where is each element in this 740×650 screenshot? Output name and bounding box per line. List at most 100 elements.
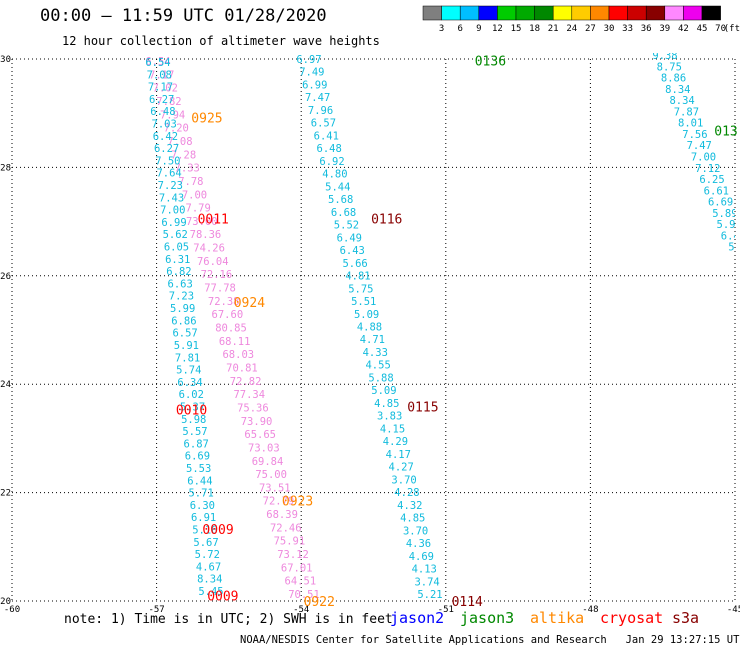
track-west-cyan: 6.547.087.176.276.487.036.426.277.507.64… xyxy=(145,57,223,598)
pass-time-label: 0136 xyxy=(475,55,506,70)
wave-height-value: 8.75 xyxy=(657,61,682,73)
track-pink: 6.547.177.027.827.947.207.087.287.337.78… xyxy=(145,56,319,601)
wave-height-value: 5.75 xyxy=(348,283,373,295)
wave-height-value: 6.47 xyxy=(721,230,740,242)
wave-height-value: 6.99 xyxy=(302,79,327,91)
wave-height-value: 3.70 xyxy=(391,474,416,486)
colorbar-label: 42 xyxy=(678,24,689,34)
colorbar-label: 21 xyxy=(548,24,559,34)
wave-height-value: 5.52 xyxy=(334,220,359,232)
wave-height-value: 72.38 xyxy=(208,296,240,308)
wave-height-value: 4.67 xyxy=(196,561,221,573)
colorbar-label: 24 xyxy=(566,24,577,34)
wave-height-value: 6.97 xyxy=(296,54,321,66)
wave-height-value: 6.61 xyxy=(704,185,729,197)
wave-height-value: 7.17 xyxy=(148,82,173,94)
wave-height-value: 5.57 xyxy=(182,426,207,438)
wave-height-value: 6.43 xyxy=(340,245,365,257)
pass-time-label: 0116 xyxy=(371,212,402,227)
wave-height-value: 7.79 xyxy=(186,203,211,215)
wave-height-value: 4.28 xyxy=(394,487,419,499)
pass-time-label: 0923 xyxy=(282,495,313,510)
wave-height-value: 6.30 xyxy=(190,500,215,512)
lat-tick-label: 24 xyxy=(0,380,11,390)
wave-height-value: 77.78 xyxy=(204,283,236,295)
wave-height-value: 4.33 xyxy=(363,347,388,359)
wave-height-value: 4.27 xyxy=(389,462,414,474)
wave-height-value: 6.49 xyxy=(337,232,362,244)
wave-height-value: 6.42 xyxy=(153,131,178,143)
wave-height-value: 70.51 xyxy=(288,589,320,601)
pass-time-label: 0922 xyxy=(304,595,335,610)
wave-height-value: 6.25 xyxy=(699,174,724,186)
wave-height-value: 77.34 xyxy=(233,389,265,401)
wave-height-value: 5.44 xyxy=(325,181,350,193)
wave-height-value: 72.46 xyxy=(270,522,302,534)
wave-height-value: 73.03 xyxy=(248,442,280,454)
lat-tick-label: 30 xyxy=(0,55,11,65)
wave-height-value: 75.36 xyxy=(237,402,269,414)
wave-height-value: 6.82 xyxy=(166,266,191,278)
wave-height-value: 7.64 xyxy=(156,168,181,180)
wave-height-value: 6.31 xyxy=(165,254,190,266)
wave-height-value: 5.16 xyxy=(192,524,217,536)
pass-time-label: 0115 xyxy=(407,400,438,415)
wave-height-value: 5.68 xyxy=(328,194,353,206)
wave-height-value: 7.00 xyxy=(160,205,185,217)
footer-note: note: 1) Time is in UTC; 2) SWH is in fe… xyxy=(64,612,393,627)
wave-height-value: 5.94 xyxy=(717,219,740,231)
wave-height-value: 6.57 xyxy=(311,118,336,130)
wave-height-value: 4.80 xyxy=(322,169,347,181)
wave-height-value: 7.20 xyxy=(164,123,189,135)
wave-height-value: 4.88 xyxy=(357,322,382,334)
wave-height-value: 7.28 xyxy=(171,149,196,161)
pass-time-labels: 0136 013 0925 0011 0116 0924 0010 0115 0923 0009 0… xyxy=(176,55,738,610)
wave-height-value: 72.82 xyxy=(230,376,262,388)
wave-height-value: 4.13 xyxy=(412,564,437,576)
wave-height-value: 4.69 xyxy=(409,551,434,563)
track-east-cyan: 9.388.758.868.348.347.878.017.567.477.00… xyxy=(652,53,740,254)
wave-height-value: 5.66 xyxy=(342,258,367,270)
track-mid-cyan: 6.977.496.997.477.966.576.416.486.924.80… xyxy=(296,54,442,601)
pass-time-label: 0009 xyxy=(202,523,233,538)
wave-height-value: 5.88 xyxy=(368,372,393,384)
wave-height-value: 78.36 xyxy=(190,229,222,241)
colorbar-label: 39 xyxy=(659,24,670,34)
wave-height-value: 7.02 xyxy=(153,83,178,95)
lon-tick-label: -60 xyxy=(4,605,20,615)
legend-entry-s3a: s3a xyxy=(672,609,700,627)
colorbar-label: 45 xyxy=(697,24,708,34)
wave-height-value: 6.99 xyxy=(161,217,186,229)
pass-time-label: 0010 xyxy=(176,404,207,419)
wave-height-value: 7.47 xyxy=(305,92,330,104)
wave-height-value: 6.54 xyxy=(145,56,170,68)
wave-height-value: 4.55 xyxy=(365,360,390,372)
wave-height-value: 6.48 xyxy=(150,106,175,118)
colorbar-label: 27 xyxy=(585,24,596,34)
wave-height-value: 73.51 xyxy=(259,482,291,494)
map-grid xyxy=(11,58,736,602)
colorbar-label: 6 xyxy=(457,24,462,34)
lon-tick-label: -51 xyxy=(438,605,454,615)
wave-height-value: 4.17 xyxy=(386,449,411,461)
wave-height-value: 4.85 xyxy=(374,398,399,410)
wave-height-value: 5.72 xyxy=(195,549,220,561)
satellite-tracks: 6.547.177.027.827.947.207.087.287.337.78… xyxy=(145,53,740,601)
wave-height-value: 6.91 xyxy=(191,512,216,524)
wave-height-value: 7.00 xyxy=(691,152,716,164)
wave-height-value: 7.08 xyxy=(147,69,172,81)
wave-height-value: 5.09 xyxy=(371,385,396,397)
wave-height-value: 5.71 xyxy=(188,488,213,500)
wave-height-value: 7.43 xyxy=(159,192,184,204)
legend-entry-jason2: jason2 xyxy=(390,609,445,627)
wave-height-value: 73.12 xyxy=(277,549,309,561)
lat-tick-label: 20 xyxy=(0,597,11,607)
wave-height-value: 8.01 xyxy=(678,118,703,130)
wave-height-value: 5.45 xyxy=(198,586,223,598)
wave-height-value: 5.67 xyxy=(193,537,218,549)
wave-height-value: 5.91 xyxy=(174,340,199,352)
wave-height-value: 5.21 xyxy=(417,589,442,601)
wave-height-value: 6.69 xyxy=(708,197,733,209)
wave-height-value: 7.87 xyxy=(674,106,699,118)
